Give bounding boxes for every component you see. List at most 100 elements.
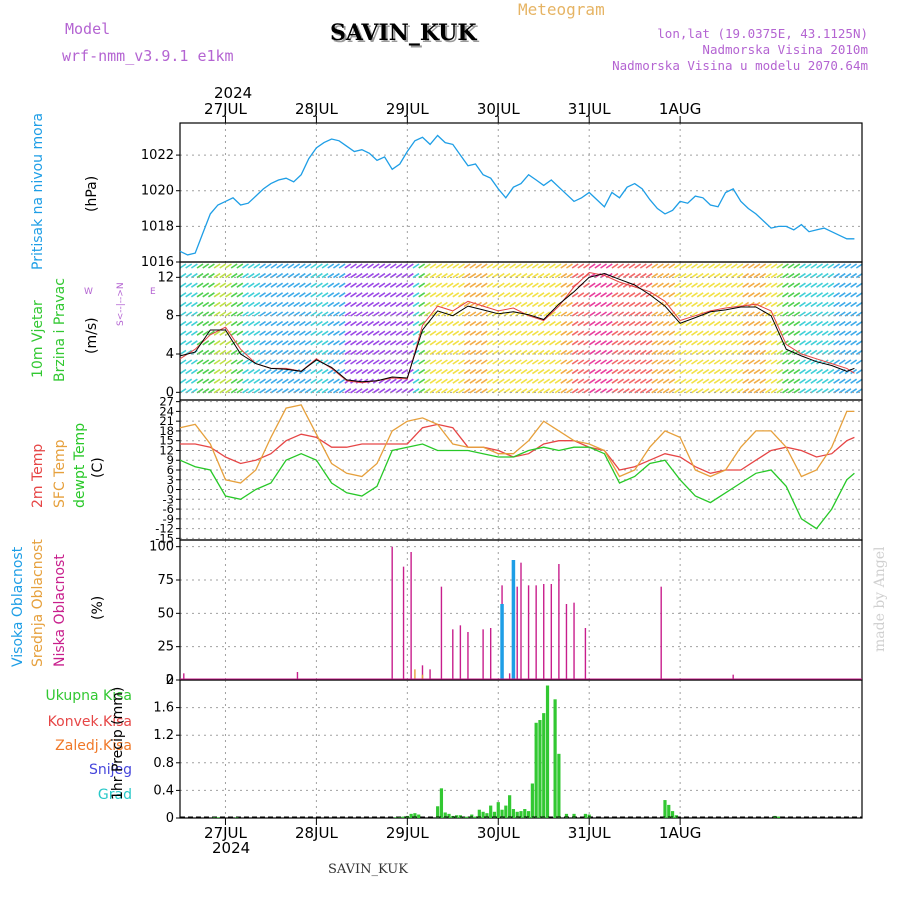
wind-barb xyxy=(844,359,852,365)
y-tick-label: 0 xyxy=(166,385,174,400)
wind-barb xyxy=(276,378,284,384)
legend-hail: Grad xyxy=(97,787,132,803)
wind-barb xyxy=(537,301,545,308)
wind-barb xyxy=(816,292,823,298)
wind-barb xyxy=(753,320,761,327)
wind-barb xyxy=(435,388,443,394)
wind-barb xyxy=(526,301,534,308)
wind-barb xyxy=(628,330,636,336)
wind-barb xyxy=(287,359,295,365)
wind-barb xyxy=(401,340,409,346)
wind-barb xyxy=(764,292,772,298)
wind-barb xyxy=(327,388,335,394)
wind-barb xyxy=(333,349,340,356)
wind-barb xyxy=(361,340,369,346)
wind-barb xyxy=(816,368,823,375)
wind-barb xyxy=(230,282,238,288)
wind-barb xyxy=(355,272,363,279)
wind-barb xyxy=(611,378,619,384)
wind-barb xyxy=(554,330,562,336)
wind-barb xyxy=(645,378,653,384)
wind-barb xyxy=(298,330,306,336)
wind-barb xyxy=(429,330,437,336)
wind-barb xyxy=(628,349,636,356)
legend-freezing: Zaledj.Kisa xyxy=(55,738,132,754)
wind-barb xyxy=(622,320,630,327)
wind-barb xyxy=(236,301,244,308)
wind-barb xyxy=(617,292,625,298)
x-tick-label: 1AUG xyxy=(659,824,701,842)
wind-barb xyxy=(566,349,573,356)
wind-barb xyxy=(594,263,602,269)
wind-barb xyxy=(270,263,278,269)
wind-barb xyxy=(372,368,380,375)
wind-barb xyxy=(202,359,210,365)
wind-barb xyxy=(361,301,369,308)
wind-barb xyxy=(850,272,858,279)
wind-barb xyxy=(764,263,772,269)
wind-barb xyxy=(281,263,289,269)
wind-barb xyxy=(401,292,409,298)
precip-bar xyxy=(466,816,470,818)
wind-barb xyxy=(588,330,596,336)
wind-barb xyxy=(333,330,340,336)
wind-barb xyxy=(639,378,647,384)
wind-barb xyxy=(662,330,670,336)
wind-barb xyxy=(725,330,733,336)
x-tick-label: 30JUL xyxy=(477,824,520,842)
wind-barb xyxy=(281,320,289,327)
precip-bar xyxy=(409,813,413,818)
wind-barb xyxy=(355,320,363,327)
wind-barb xyxy=(833,378,841,384)
wind-barb xyxy=(435,340,443,346)
wind-barb xyxy=(594,378,602,384)
wind-barb xyxy=(855,388,863,394)
wind-barb xyxy=(281,330,289,336)
wind-barb xyxy=(361,263,369,269)
wind-barb xyxy=(639,368,647,375)
wind-barb xyxy=(537,311,545,317)
wind-barb xyxy=(617,378,625,384)
wind-barb xyxy=(725,378,733,384)
cloud-bar xyxy=(527,585,530,679)
wind-barb xyxy=(514,330,522,336)
precip-bar xyxy=(583,813,588,818)
wind-barb xyxy=(253,272,261,279)
y-tick-label: 21 xyxy=(159,414,174,428)
wind-barb xyxy=(429,301,437,308)
wind-barb xyxy=(253,378,261,384)
y-tick-label: 0.4 xyxy=(153,783,174,798)
wind-barb xyxy=(315,272,323,279)
wind-barb xyxy=(566,301,573,308)
wind-barb xyxy=(344,292,352,298)
wind-barb xyxy=(804,282,812,288)
wind-barb xyxy=(753,311,761,317)
y-tick-label: 24 xyxy=(159,404,174,418)
wind-barb xyxy=(207,388,215,394)
wind-barb xyxy=(571,359,579,365)
wind-barb xyxy=(378,340,386,346)
wind-barb xyxy=(781,263,789,269)
wind-barb xyxy=(571,349,579,356)
wind-barb xyxy=(662,320,670,327)
wind-barb xyxy=(463,330,471,336)
wind-barb xyxy=(395,263,403,269)
wind-barb xyxy=(855,330,863,336)
wind-barb xyxy=(639,263,647,269)
y-tick-label: 75 xyxy=(157,573,174,588)
x-tick-label: 29JUL xyxy=(386,824,429,842)
wind-barb xyxy=(372,282,380,288)
wind-barb xyxy=(350,349,357,356)
wind-barb xyxy=(821,378,829,384)
wind-barb xyxy=(321,263,329,269)
wind-barb xyxy=(833,359,841,365)
wind-barb xyxy=(634,320,642,327)
wind-barb xyxy=(202,330,210,336)
wind-barb xyxy=(423,349,431,356)
wind-barb xyxy=(662,368,670,375)
wind-barb xyxy=(668,388,676,394)
wind-barb xyxy=(781,272,789,279)
wind-barb xyxy=(406,292,414,298)
wind-barb xyxy=(702,292,710,298)
wind-barb xyxy=(253,368,261,375)
